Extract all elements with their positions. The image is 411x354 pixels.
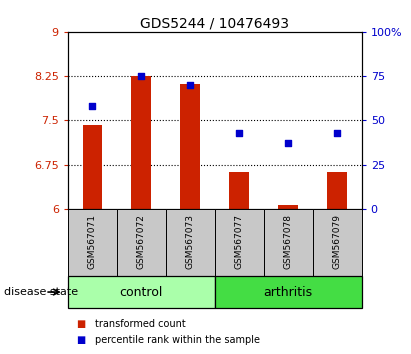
Text: GSM567078: GSM567078 [284,214,293,269]
Text: control: control [120,286,163,298]
Text: GSM567071: GSM567071 [88,214,97,269]
Bar [229,172,249,209]
Point [89,103,96,109]
Bar [132,75,151,209]
Bar [278,205,298,209]
Bar [313,209,362,276]
Point [236,130,242,136]
Bar [180,84,200,209]
Bar [68,276,215,308]
Bar [117,209,166,276]
Point [285,141,291,146]
Text: GSM567073: GSM567073 [186,214,195,269]
Text: GSM567077: GSM567077 [235,214,244,269]
Bar [215,276,362,308]
Text: transformed count: transformed count [95,319,185,329]
Bar [215,209,264,276]
Text: ■: ■ [76,335,85,345]
Point [187,82,194,88]
Text: GSM567072: GSM567072 [137,214,146,269]
Bar [328,172,347,209]
Text: GSM567079: GSM567079 [332,214,342,269]
Bar [264,209,313,276]
Title: GDS5244 / 10476493: GDS5244 / 10476493 [140,17,289,31]
Bar [68,209,117,276]
Text: percentile rank within the sample: percentile rank within the sample [95,335,259,345]
Text: ■: ■ [76,319,85,329]
Bar [166,209,215,276]
Text: arthritis: arthritis [263,286,313,298]
Bar [83,125,102,209]
Point [334,130,340,136]
Point [138,73,145,79]
Text: disease state: disease state [4,287,78,297]
